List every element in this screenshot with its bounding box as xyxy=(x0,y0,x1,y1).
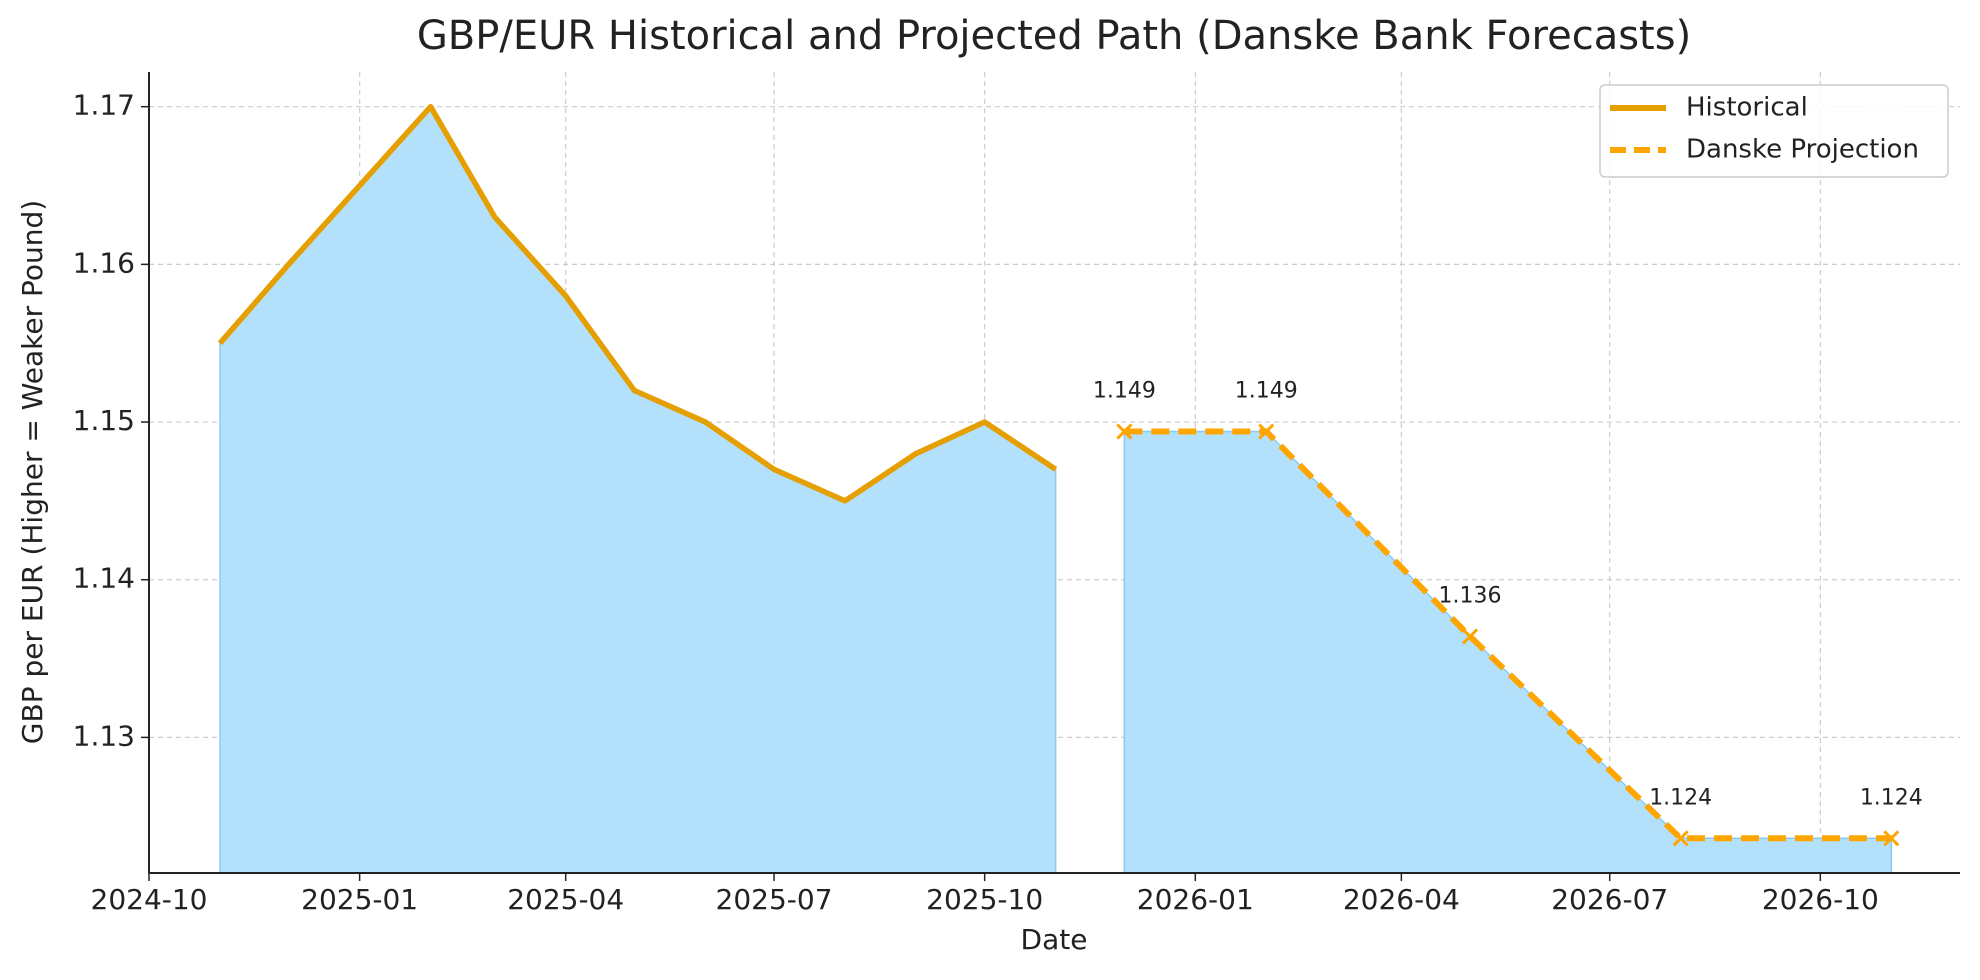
marker xyxy=(1883,830,1900,847)
area-fill xyxy=(219,105,1057,874)
value-label: 1.124 xyxy=(1860,785,1923,810)
x-tick-label: 2025-10 xyxy=(926,883,1043,916)
x-tick-label: 2026-04 xyxy=(1343,883,1460,916)
legend-label: Danske Projection xyxy=(1686,135,1919,165)
value-label: 1.136 xyxy=(1439,583,1502,608)
area-fill xyxy=(1123,430,1893,874)
marker xyxy=(1116,423,1133,440)
y-axis-label: GBP per EUR (Higher = Weaker Pound) xyxy=(16,200,49,744)
marker xyxy=(1461,628,1479,645)
x-tick-label: 2025-07 xyxy=(716,883,833,916)
legend-box xyxy=(1599,84,1949,178)
value-label: 1.149 xyxy=(1093,379,1156,404)
series-line xyxy=(217,103,1058,504)
y-tick-label: 1.17 xyxy=(73,89,135,122)
chart-title: GBP/EUR Historical and Projected Path (D… xyxy=(417,13,1691,59)
x-tick-label: 2026-10 xyxy=(1762,883,1879,916)
legend-label: Historical xyxy=(1686,93,1808,123)
marker xyxy=(1258,423,1275,440)
value-label: 1.124 xyxy=(1649,785,1712,810)
series-line xyxy=(1124,428,1892,842)
y-tick-label: 1.13 xyxy=(73,719,135,752)
marker xyxy=(1672,830,1689,847)
value-label: 1.149 xyxy=(1235,379,1298,404)
x-tick-label: 2025-01 xyxy=(301,883,418,916)
y-tick-label: 1.15 xyxy=(73,404,135,437)
x-tick-label: 2024-10 xyxy=(91,883,208,916)
y-tick-label: 1.14 xyxy=(73,562,135,595)
y-tick-label: 1.16 xyxy=(73,246,135,279)
x-axis-label: Date xyxy=(1021,923,1088,956)
legend: Historical Danske Projection xyxy=(1599,84,1949,178)
x-tick-label: 2026-07 xyxy=(1551,883,1668,916)
x-tick-label: 2026-01 xyxy=(1137,883,1254,916)
x-tick-label: 2025-04 xyxy=(507,883,624,916)
